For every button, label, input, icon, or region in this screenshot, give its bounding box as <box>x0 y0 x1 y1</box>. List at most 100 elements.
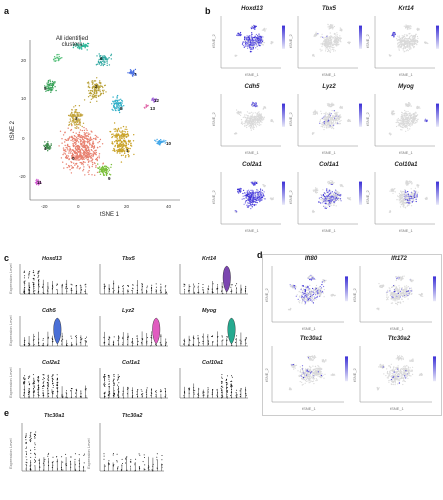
feature-point <box>325 191 327 193</box>
feature-point <box>408 120 410 122</box>
feature-point <box>398 198 400 200</box>
feature-point <box>262 38 264 40</box>
feature-point <box>255 121 257 123</box>
feature-point <box>329 125 331 127</box>
feature-point <box>325 50 327 52</box>
feature-point <box>239 33 241 35</box>
feature-point <box>261 40 264 42</box>
feature-point <box>403 200 405 202</box>
feature-ylabel: tSNE_2 <box>288 112 293 126</box>
cluster-point <box>102 172 105 175</box>
cluster-point <box>45 146 48 148</box>
feature-point <box>255 123 257 125</box>
feature-point <box>314 34 316 36</box>
feature-point <box>414 36 416 39</box>
feature-point <box>404 202 406 204</box>
cluster-point <box>125 145 127 147</box>
cluster-point <box>128 156 130 158</box>
feature-point <box>329 27 331 29</box>
cluster-point <box>84 140 86 143</box>
feature-point <box>324 40 326 42</box>
cluster-point <box>72 167 74 169</box>
cluster-point <box>96 63 99 65</box>
cluster-point <box>108 169 111 171</box>
feature-point <box>332 126 334 128</box>
feature-point <box>327 40 329 42</box>
feature-ylabel: tSNE_2 <box>211 190 216 204</box>
feature-point <box>250 38 252 40</box>
feature-point <box>254 194 256 196</box>
cluster-point <box>112 109 114 112</box>
feature-point <box>413 112 416 114</box>
feature-point <box>328 41 330 43</box>
feature-point <box>414 38 416 40</box>
cluster-point <box>74 115 77 117</box>
feature-point <box>329 183 331 185</box>
feature-point <box>327 104 329 106</box>
feature-point <box>246 192 248 194</box>
feature-point <box>326 113 328 115</box>
cluster-point <box>97 136 99 139</box>
cluster-point <box>96 100 98 103</box>
cluster-point <box>100 64 102 67</box>
cluster-point <box>73 162 75 164</box>
feature-point <box>264 30 266 32</box>
feature-point <box>406 124 408 126</box>
cluster-point <box>79 118 81 120</box>
cluster-point <box>75 140 78 143</box>
cluster-point <box>115 129 117 131</box>
cluster-point <box>97 142 99 144</box>
feature-point <box>389 190 391 192</box>
feature-point <box>408 47 410 49</box>
cluster-point <box>89 94 91 97</box>
feature-gene-title: Col10a1 <box>394 162 418 168</box>
feature-point <box>270 197 272 199</box>
feature-point <box>247 119 249 121</box>
feature-point <box>336 44 338 46</box>
feature-point <box>251 43 253 45</box>
feature-point <box>246 204 248 206</box>
cluster-point <box>163 139 165 141</box>
feature-point <box>328 28 330 30</box>
cluster-point <box>91 87 94 89</box>
feature-point <box>412 45 414 47</box>
feature-point <box>323 121 326 123</box>
feature-point <box>249 203 252 205</box>
feature-point <box>324 36 326 38</box>
cluster-point <box>88 138 90 140</box>
cluster-point <box>78 112 80 114</box>
cluster-point <box>52 84 55 87</box>
cluster-point <box>45 86 47 88</box>
feature-point <box>413 39 415 41</box>
feature-point <box>338 123 340 125</box>
feature-point <box>327 191 330 193</box>
feature-point <box>251 127 253 129</box>
feature-point <box>405 27 407 29</box>
feature-point <box>335 119 337 121</box>
feature-point <box>332 204 334 206</box>
cluster-point <box>104 58 106 61</box>
feature-point <box>412 190 414 192</box>
cluster-point <box>51 84 53 86</box>
panel-a-annotation: All identified clusters <box>55 36 89 48</box>
feature-point <box>252 41 254 43</box>
feature-xlabel: tSNE_1 <box>245 72 259 77</box>
cluster-point <box>64 131 66 133</box>
feature-point <box>339 35 341 37</box>
cluster-points <box>109 122 135 163</box>
cluster-point <box>99 168 102 171</box>
cluster-point <box>121 137 123 140</box>
feature-point <box>329 45 332 47</box>
cluster-point <box>83 166 85 168</box>
feature-point <box>272 198 274 201</box>
cluster-point <box>125 147 128 149</box>
feature-point <box>315 188 317 190</box>
feature-point <box>396 121 398 123</box>
feature-point <box>331 181 333 183</box>
feature-point <box>333 128 335 130</box>
feature-point <box>247 201 249 204</box>
cluster-point <box>164 142 166 144</box>
feature-point <box>419 107 421 109</box>
cluster-point <box>69 114 72 116</box>
feature-point <box>258 124 260 127</box>
